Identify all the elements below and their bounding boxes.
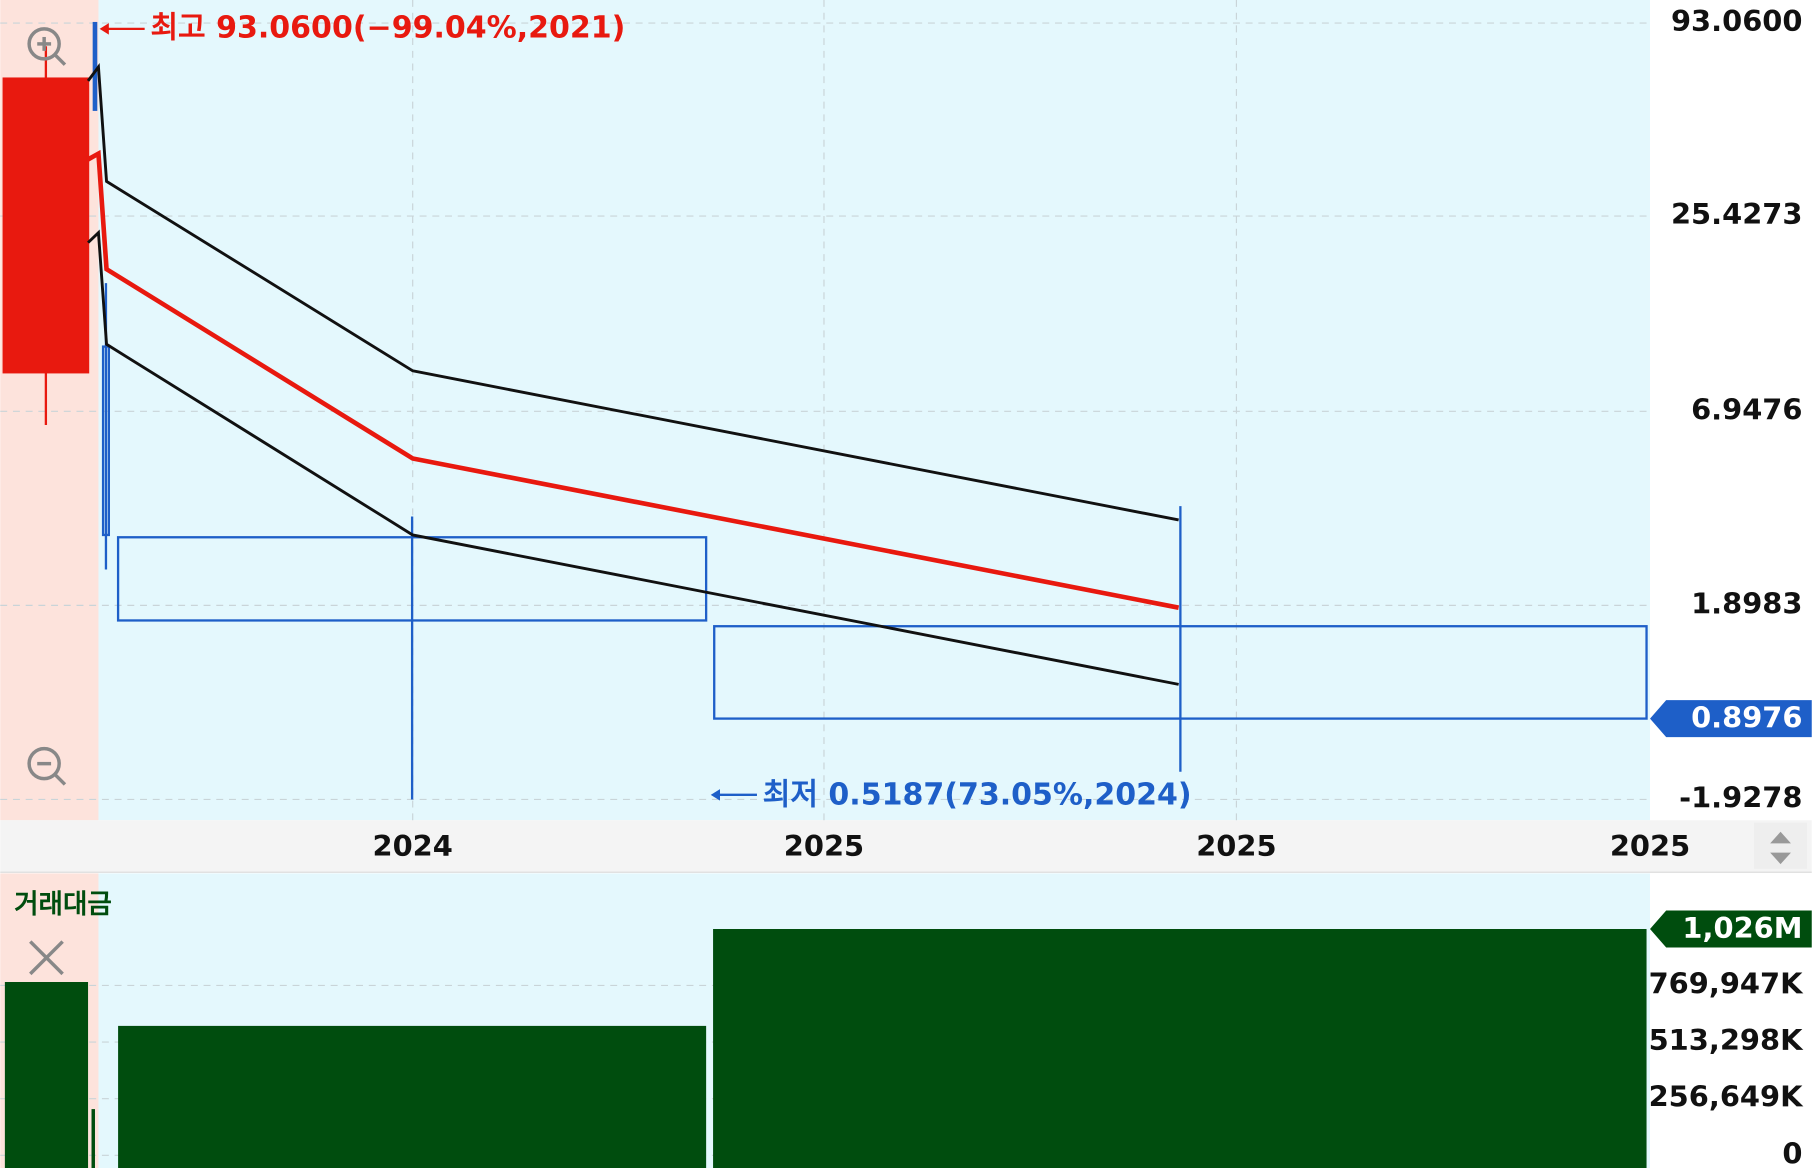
y-tick-label: -1.9278 xyxy=(1679,780,1802,814)
candle-body xyxy=(116,536,708,622)
volume-bar xyxy=(91,1109,95,1168)
candle-body xyxy=(92,21,98,111)
candle-body xyxy=(101,345,111,537)
high-annotation: 최고 93.0600(−99.04%,2021) xyxy=(150,10,625,45)
high-arrow-head xyxy=(99,23,109,35)
band-line xyxy=(86,63,1179,522)
close-volume[interactable] xyxy=(29,940,64,976)
x-axis-strip xyxy=(0,820,1812,873)
y-tick-label: 0 xyxy=(1782,1136,1802,1168)
price-pane xyxy=(98,0,1651,821)
x-tick-label: 2025 xyxy=(784,829,864,863)
y-tick-label: 513,298K xyxy=(1649,1023,1805,1057)
y-tick-label: 25.4273 xyxy=(1671,197,1803,231)
candle-body xyxy=(2,77,90,374)
low-arrow-head xyxy=(710,789,720,801)
y-tick-label: 93.0600 xyxy=(1671,4,1803,38)
y-tick-label: 1.8983 xyxy=(1691,586,1802,620)
band-line xyxy=(87,229,1179,686)
volume-bar xyxy=(118,1025,707,1168)
y-tick-label: 256,649K xyxy=(1649,1080,1805,1114)
volume-bar xyxy=(4,982,89,1168)
volume-title: 거래대금 xyxy=(14,889,112,920)
last-price-marker xyxy=(1650,700,1812,738)
y-tick-label: 769,947K xyxy=(1649,966,1805,1000)
zoom-out[interactable] xyxy=(27,746,67,786)
last-volume-label: 1,026M xyxy=(1682,911,1802,945)
volume-bar xyxy=(713,929,1647,1168)
x-tick-label: 2025 xyxy=(1610,829,1690,863)
low-annotation: 최저 0.5187(73.05%,2024) xyxy=(763,777,1192,812)
x-tick-label: 2024 xyxy=(373,829,453,863)
last-price-label: 0.8976 xyxy=(1691,701,1802,735)
last-volume-marker xyxy=(1650,910,1812,948)
x-tick-label: 2025 xyxy=(1196,829,1276,863)
scroll-arrows xyxy=(1770,831,1791,865)
band-line xyxy=(86,149,1180,610)
candle-body xyxy=(713,625,1648,720)
zoom-in[interactable] xyxy=(27,27,67,66)
y-tick-label: 6.9476 xyxy=(1691,392,1802,426)
